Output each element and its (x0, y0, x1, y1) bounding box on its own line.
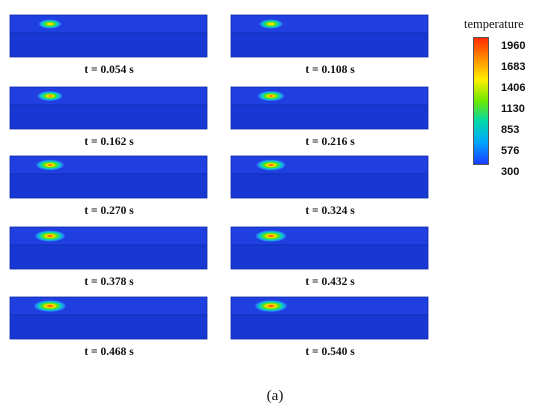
time-label: t = 0.216 s (305, 136, 355, 148)
legend-tick: 1130 (501, 103, 525, 115)
legend-color-bar (473, 37, 489, 165)
temperature-bar (230, 155, 429, 199)
snapshot-panel: t = 0.378 s (9, 226, 209, 291)
time-label: t = 0.540 s (305, 346, 355, 358)
legend-tick: 300 (501, 166, 520, 178)
temperature-bar (230, 226, 429, 270)
bar-outline (9, 155, 208, 199)
time-label: t = 0.324 s (305, 205, 355, 217)
temperature-bar (9, 14, 208, 58)
legend-tick: 576 (501, 145, 520, 157)
heat-spot (35, 159, 65, 171)
bar-outline (230, 86, 429, 130)
time-label: t = 0.108 s (305, 64, 355, 76)
heat-spot (37, 19, 63, 29)
snapshot-panel: t = 0.432 s (230, 226, 430, 291)
bar-outline (230, 226, 429, 270)
heat-spot (256, 90, 286, 102)
temperature-bar (230, 296, 429, 340)
time-label: t = 0.468 s (84, 346, 134, 358)
heat-spot (36, 90, 64, 102)
bar-top-face (10, 87, 207, 105)
legend-tick: 1960 (501, 40, 526, 52)
bar-outline (230, 155, 429, 199)
bar-outline (9, 226, 208, 270)
bar-front-face (10, 33, 207, 57)
bar-front-face (10, 174, 207, 198)
legend-tick: 1406 (501, 82, 526, 94)
temperature-bar (9, 226, 208, 270)
heat-spot (254, 229, 288, 243)
bar-front-face (231, 105, 428, 129)
temperature-bar (230, 14, 429, 58)
figure-caption: (a) (266, 388, 284, 404)
heat-spot (258, 19, 284, 29)
bar-top-face (231, 87, 428, 105)
heat-spot (255, 159, 287, 171)
bar-outline (9, 86, 208, 130)
snapshot-panel: t = 0.324 s (230, 155, 430, 220)
bar-front-face (231, 245, 428, 269)
legend-title: temperature (464, 17, 524, 31)
snapshot-panel: t = 0.054 s (9, 14, 209, 79)
bar-front-face (231, 315, 428, 339)
heat-spot (253, 299, 289, 313)
bar-top-face (231, 15, 428, 33)
bar-outline (9, 14, 208, 58)
snapshot-panel: t = 0.540 s (230, 296, 430, 361)
bar-front-face (10, 105, 207, 129)
bar-outline (230, 296, 429, 340)
snapshot-panel: t = 0.216 s (230, 86, 430, 151)
bar-front-face (231, 174, 428, 198)
time-label: t = 0.162 s (84, 136, 134, 148)
snapshot-panel: t = 0.468 s (9, 296, 209, 361)
heat-spot (33, 230, 67, 242)
bar-top-face (10, 156, 207, 174)
snapshot-panel: t = 0.108 s (230, 14, 430, 79)
heat-spot (33, 299, 67, 313)
bar-outline (9, 296, 208, 340)
time-label: t = 0.432 s (305, 276, 355, 288)
bar-front-face (231, 33, 428, 57)
snapshot-panel: t = 0.162 s (9, 86, 209, 151)
time-label: t = 0.270 s (84, 205, 134, 217)
temperature-bar (9, 86, 208, 130)
temperature-bar (230, 86, 429, 130)
temperature-bar (9, 155, 208, 199)
legend-tick: 853 (501, 124, 520, 136)
time-label: t = 0.378 s (84, 276, 134, 288)
bar-front-face (10, 315, 207, 339)
legend-tick: 1683 (501, 61, 526, 73)
bar-front-face (10, 245, 207, 269)
temperature-bar (9, 296, 208, 340)
bar-top-face (10, 15, 207, 33)
snapshot-panel: t = 0.270 s (9, 155, 209, 220)
bar-outline (230, 14, 429, 58)
time-label: t = 0.054 s (84, 64, 134, 76)
